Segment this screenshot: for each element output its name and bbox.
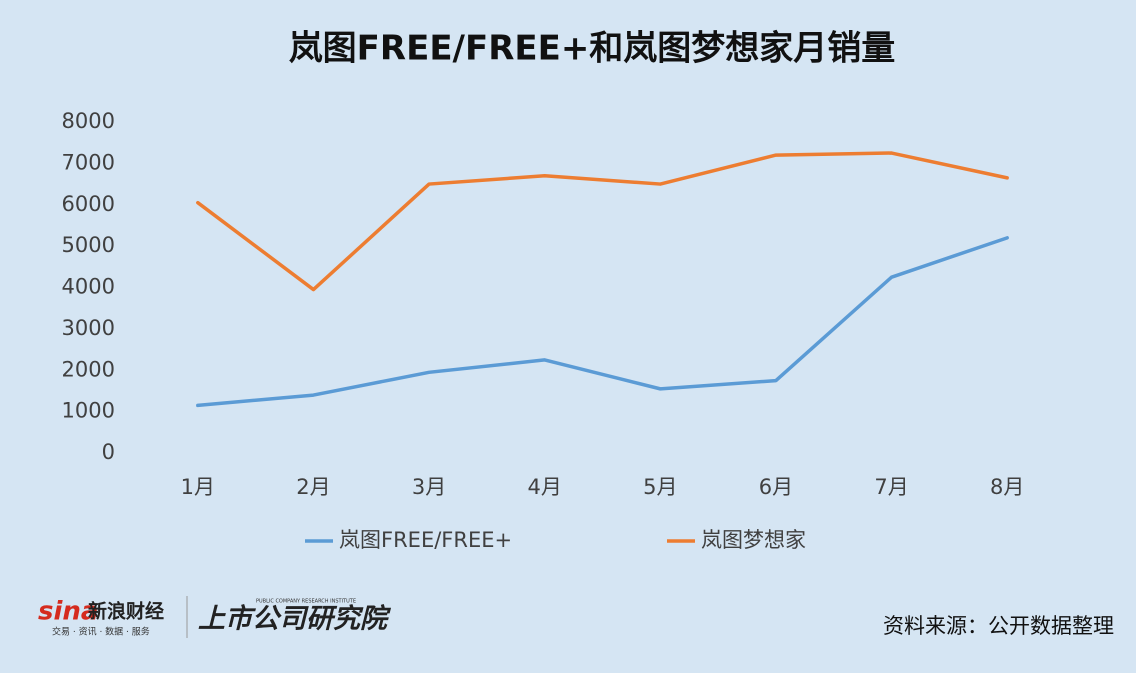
logo-institute: 上市公司研究院 <box>198 604 392 635</box>
y-tick-label: 2000 <box>62 357 115 381</box>
y-tick-label: 1000 <box>62 399 115 423</box>
x-tick-label: 4月 <box>528 475 562 499</box>
legend-label: 岚图FREE/FREE+ <box>339 528 512 552</box>
y-tick-label: 8000 <box>62 109 115 133</box>
x-tick-label: 5月 <box>643 475 677 499</box>
logo-sina-tagline: 交易 · 资讯 · 数据 · 服务 <box>52 626 150 638</box>
y-tick-label: 4000 <box>62 275 115 299</box>
logo-sina-name: 新浪财经 <box>88 600 164 623</box>
y-tick-label: 3000 <box>62 316 115 340</box>
x-tick-label: 2月 <box>296 475 330 499</box>
series-line <box>196 236 1009 408</box>
x-tick-label: 1月 <box>181 475 215 499</box>
logo-sina: sina <box>38 597 98 627</box>
chart-title: 岚图FREE/FREE+和岚图梦想家月销量 <box>289 29 896 69</box>
x-tick-label: 7月 <box>874 475 908 499</box>
y-tick-label: 0 <box>102 440 115 464</box>
y-tick-label: 6000 <box>62 192 115 216</box>
x-tick-label: 3月 <box>412 475 446 499</box>
series-line <box>196 151 1009 292</box>
y-tick-label: 5000 <box>62 233 115 257</box>
footer: sina 新浪财经 交易 · 资讯 · 数据 · 服务 PUBLIC COMPA… <box>38 596 1114 638</box>
y-tick-label: 7000 <box>62 150 115 174</box>
source: 资料来源：公开数据整理 <box>883 614 1114 638</box>
legend-label: 岚图梦想家 <box>701 528 806 552</box>
logo-institute-en: PUBLIC COMPANY RESEARCH INSTITUTE <box>256 599 356 605</box>
x-tick-label: 8月 <box>990 475 1024 499</box>
x-tick-label: 6月 <box>759 475 793 499</box>
